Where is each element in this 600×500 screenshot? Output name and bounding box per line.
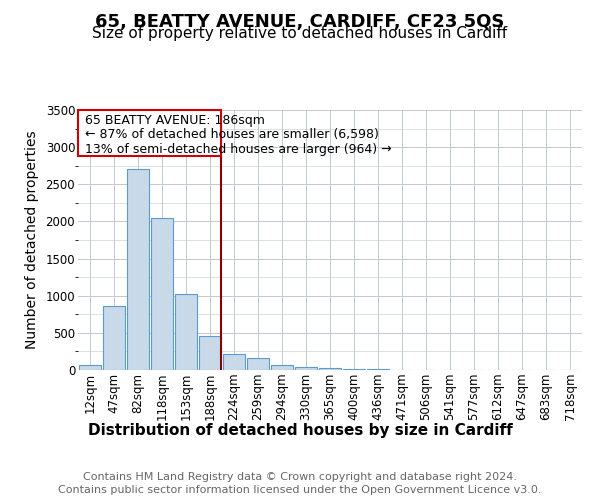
Text: Distribution of detached houses by size in Cardiff: Distribution of detached houses by size … — [88, 422, 512, 438]
Bar — [199, 336, 221, 370]
Text: 65 BEATTY AVENUE: 186sqm: 65 BEATTY AVENUE: 186sqm — [85, 114, 265, 127]
Bar — [223, 354, 245, 370]
Bar — [271, 365, 293, 370]
Bar — [127, 170, 149, 370]
Bar — [319, 368, 341, 370]
Text: Size of property relative to detached houses in Cardiff: Size of property relative to detached ho… — [92, 26, 508, 41]
Bar — [103, 306, 125, 370]
Text: Contains HM Land Registry data © Crown copyright and database right 2024.: Contains HM Land Registry data © Crown c… — [83, 472, 517, 482]
Y-axis label: Number of detached properties: Number of detached properties — [25, 130, 38, 350]
Text: Contains public sector information licensed under the Open Government Licence v3: Contains public sector information licen… — [58, 485, 542, 495]
Text: ← 87% of detached houses are smaller (6,598): ← 87% of detached houses are smaller (6,… — [85, 128, 379, 141]
Text: 13% of semi-detached houses are larger (964) →: 13% of semi-detached houses are larger (… — [85, 143, 392, 156]
Bar — [79, 365, 101, 370]
Bar — [151, 218, 173, 370]
Bar — [247, 358, 269, 370]
Bar — [343, 368, 365, 370]
Bar — [295, 366, 317, 370]
Bar — [367, 368, 389, 370]
Text: 65, BEATTY AVENUE, CARDIFF, CF23 5QS: 65, BEATTY AVENUE, CARDIFF, CF23 5QS — [95, 12, 505, 30]
Bar — [175, 294, 197, 370]
